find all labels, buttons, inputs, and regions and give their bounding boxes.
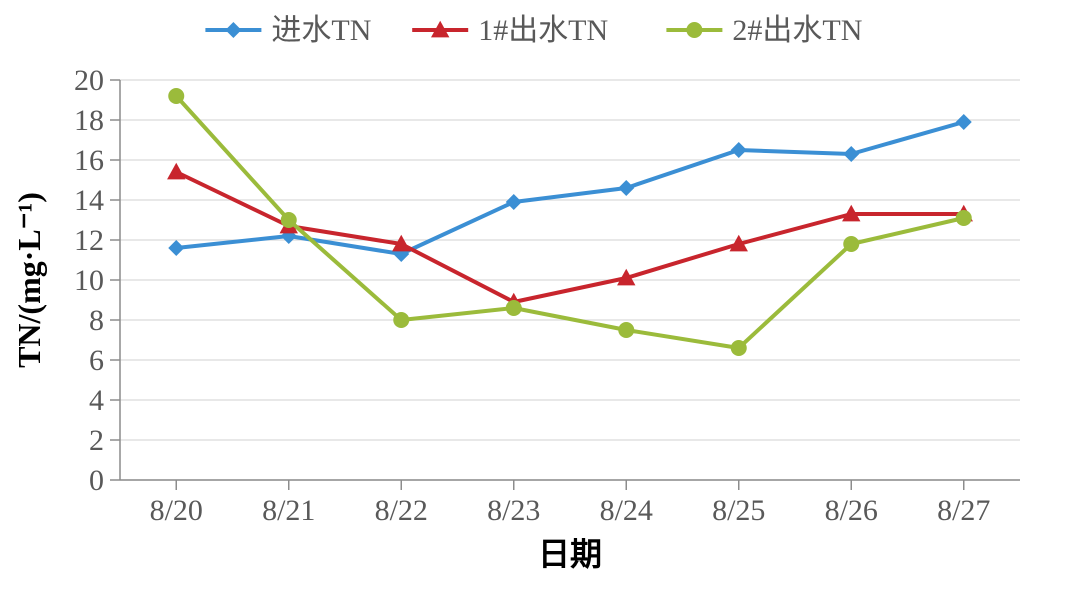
svg-text:4: 4 bbox=[89, 384, 104, 417]
svg-text:8/27: 8/27 bbox=[937, 494, 990, 527]
svg-text:8/26: 8/26 bbox=[825, 494, 878, 527]
svg-text:8/25: 8/25 bbox=[712, 494, 765, 527]
svg-text:20: 20 bbox=[74, 64, 104, 97]
svg-text:8/24: 8/24 bbox=[600, 494, 653, 527]
svg-text:18: 18 bbox=[74, 104, 104, 137]
svg-text:14: 14 bbox=[74, 184, 104, 217]
svg-text:12: 12 bbox=[74, 224, 104, 257]
svg-text:2: 2 bbox=[89, 424, 104, 457]
svg-text:16: 16 bbox=[74, 144, 104, 177]
legend-label-s3: 2#出水TN bbox=[732, 14, 862, 47]
legend-label-s2: 1#出水TN bbox=[478, 14, 608, 47]
svg-text:8/22: 8/22 bbox=[375, 494, 428, 527]
y-axis-label: TN/(mg·L⁻¹) bbox=[11, 192, 47, 368]
svg-text:8/20: 8/20 bbox=[150, 494, 203, 527]
svg-text:10: 10 bbox=[74, 264, 104, 297]
x-axis-label: 日期 bbox=[538, 536, 602, 572]
legend-label-s1: 进水TN bbox=[271, 14, 371, 47]
svg-text:6: 6 bbox=[89, 344, 104, 377]
chart-svg: 0 2 4 6 8 10 12 14 16 18 20 8/20 8/21 8/22 8/23 8/24 8/2… bbox=[0, 0, 1080, 599]
svg-text:8/23: 8/23 bbox=[487, 494, 540, 527]
svg-text:8/21: 8/21 bbox=[262, 494, 315, 527]
svg-text:0: 0 bbox=[89, 464, 104, 497]
svg-text:8: 8 bbox=[89, 304, 104, 337]
tn-line-chart: 0 2 4 6 8 10 12 14 16 18 20 8/20 8/21 8/22 8/23 8/24 8/2… bbox=[0, 0, 1080, 599]
